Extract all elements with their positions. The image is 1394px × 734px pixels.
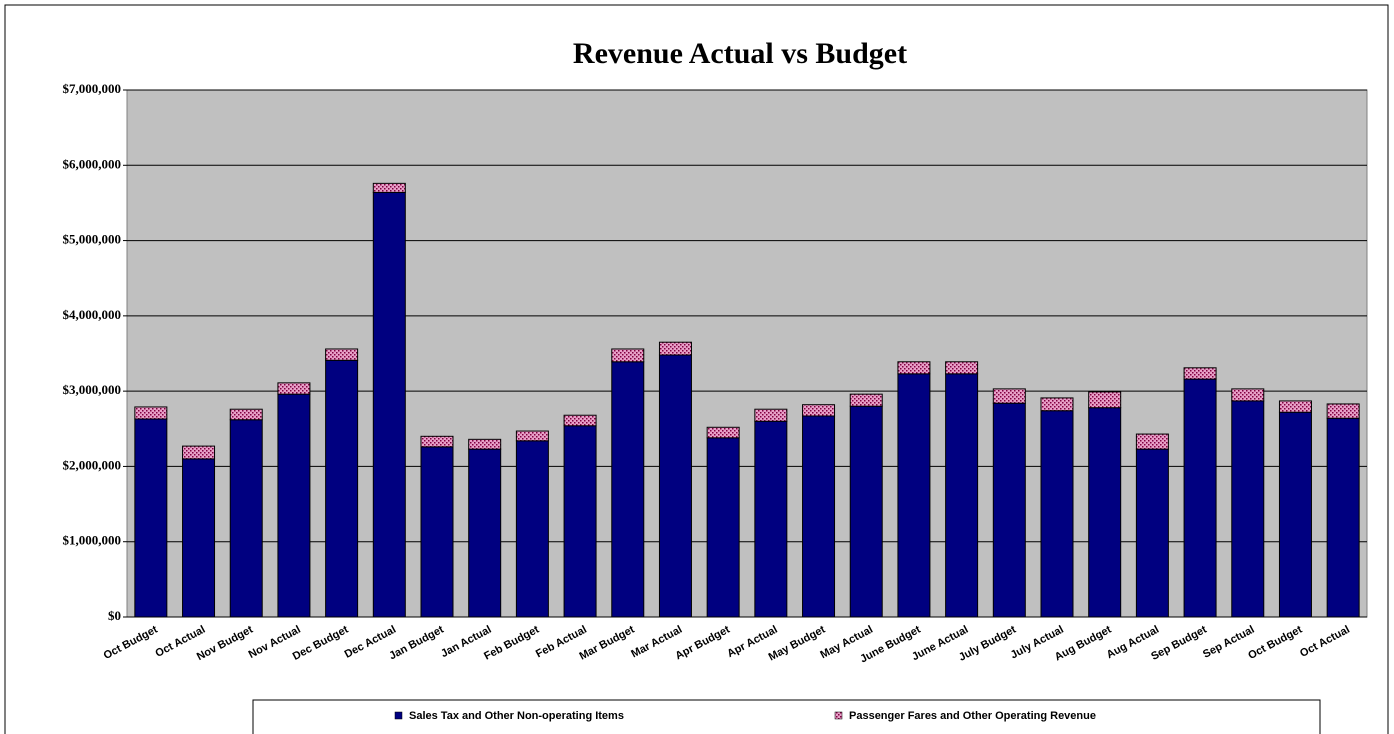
bar-segment	[1088, 407, 1122, 618]
legend-label: Sales Tax and Other Non-operating Items	[409, 710, 624, 722]
bar-segment	[277, 393, 311, 618]
y-tick-label: $7,000,000	[63, 81, 122, 96]
y-tick-label: $5,000,000	[63, 232, 122, 247]
plot-area	[126, 89, 1368, 618]
bar-segment	[611, 361, 645, 618]
bar-segment	[658, 354, 692, 618]
bar-segment	[1326, 403, 1360, 419]
legend-swatch	[394, 711, 403, 720]
bar-segment	[611, 348, 645, 363]
bar-segment	[229, 408, 263, 421]
bar-segment	[754, 408, 788, 422]
bar-segment	[563, 414, 597, 427]
bar-segment	[897, 373, 931, 618]
bar-segment	[992, 388, 1026, 404]
bar-segment	[229, 419, 263, 618]
bar-segment	[706, 426, 740, 439]
bar-segment	[468, 438, 502, 450]
bar-segment	[754, 420, 788, 618]
bar-segment	[658, 341, 692, 356]
bar-segment	[372, 191, 406, 618]
bar-segment	[134, 418, 168, 618]
bar-segment	[1326, 417, 1360, 618]
bar-segment	[1088, 391, 1122, 409]
bar-segment	[945, 373, 979, 618]
bar-segment	[1135, 433, 1169, 450]
bar-segment	[897, 361, 931, 375]
bar-segment	[372, 182, 406, 193]
bar-segment	[325, 348, 359, 361]
y-tick-label: $6,000,000	[63, 156, 122, 171]
bar-segment	[1183, 367, 1217, 380]
bar-segment	[515, 430, 549, 442]
bar-segment	[802, 415, 836, 618]
bar-segment	[1231, 388, 1265, 402]
bar-segment	[1231, 400, 1265, 618]
bar-segment	[420, 446, 454, 618]
bar-segment	[182, 458, 216, 618]
bar-segment	[134, 406, 168, 420]
y-tick-label: $1,000,000	[63, 533, 122, 548]
bar-segment	[420, 435, 454, 448]
chart-title: Revenue Actual vs Budget	[573, 37, 907, 70]
bar-segment	[1135, 448, 1169, 618]
bar-segment	[515, 440, 549, 618]
bar-segment	[945, 361, 979, 375]
y-tick-label: $4,000,000	[63, 307, 122, 322]
bar-segment	[992, 402, 1026, 618]
bar-segment	[1183, 378, 1217, 618]
y-tick-label: $3,000,000	[63, 382, 122, 397]
bar-segment	[563, 425, 597, 618]
bar-segment	[1040, 397, 1074, 412]
y-tick-label: $2,000,000	[63, 457, 122, 472]
bar-segment	[1278, 400, 1312, 413]
bar-segment	[325, 359, 359, 618]
bar-segment	[1040, 410, 1074, 618]
legend-swatch	[834, 711, 843, 720]
bar-segment	[277, 382, 311, 395]
legend-box	[252, 699, 1321, 734]
bar-segment	[849, 393, 883, 407]
bar-segment	[706, 437, 740, 618]
bar-segment	[1278, 411, 1312, 618]
bar-segment	[802, 404, 836, 417]
bar-segment	[182, 445, 216, 460]
bar-segment	[849, 405, 883, 618]
legend-label: Passenger Fares and Other Operating Reve…	[849, 710, 1096, 722]
y-tick-label: $0	[108, 608, 121, 623]
bar-segment	[468, 448, 502, 618]
